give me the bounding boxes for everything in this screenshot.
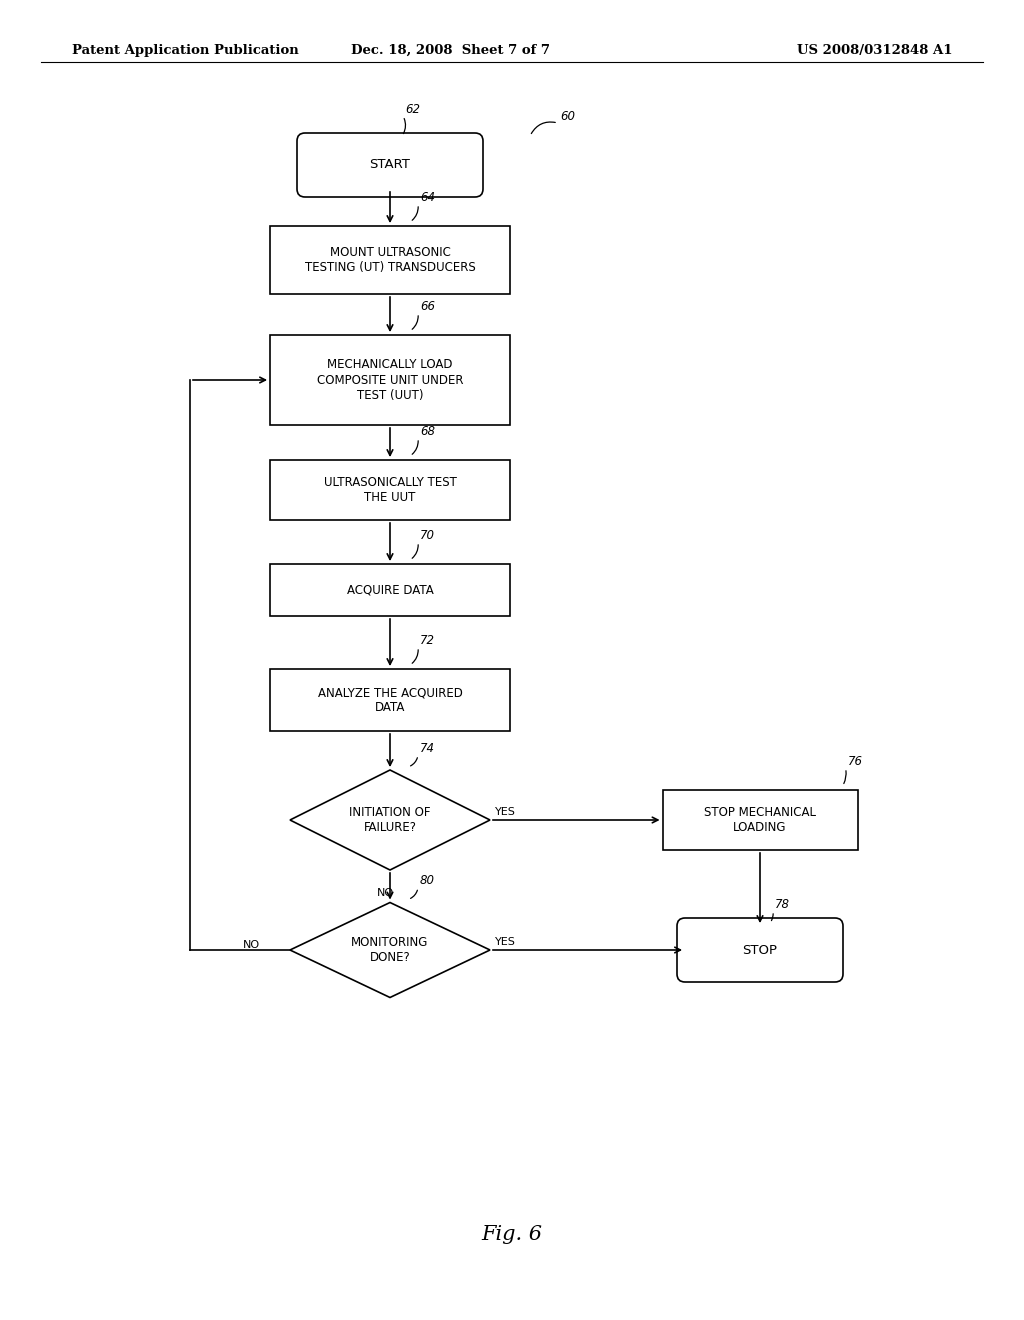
FancyArrowPatch shape [413, 207, 418, 220]
FancyArrowPatch shape [411, 758, 418, 766]
FancyArrowPatch shape [844, 771, 846, 784]
Text: STOP: STOP [742, 944, 777, 957]
Bar [270, 669, 510, 731]
Text: NO: NO [243, 940, 260, 950]
Text: START: START [370, 158, 411, 172]
Text: Fig. 6: Fig. 6 [481, 1225, 543, 1245]
Text: 76: 76 [848, 755, 862, 768]
Text: 60: 60 [560, 110, 575, 123]
Text: Patent Application Publication: Patent Application Publication [72, 44, 298, 57]
Text: YES: YES [495, 937, 516, 946]
Text: ULTRASONICALLY TEST
THE UUT: ULTRASONICALLY TEST THE UUT [324, 477, 457, 504]
Text: US 2008/0312848 A1: US 2008/0312848 A1 [797, 44, 952, 57]
Text: Dec. 18, 2008  Sheet 7 of 7: Dec. 18, 2008 Sheet 7 of 7 [351, 44, 550, 57]
Text: MOUNT ULTRASONIC
TESTING (UT) TRANSDUCERS: MOUNT ULTRASONIC TESTING (UT) TRANSDUCER… [304, 246, 475, 275]
Polygon shape [290, 903, 490, 998]
Text: 62: 62 [406, 103, 420, 116]
FancyArrowPatch shape [413, 315, 418, 329]
Text: STOP MECHANICAL
LOADING: STOP MECHANICAL LOADING [705, 807, 816, 834]
Bar [270, 564, 510, 616]
FancyBboxPatch shape [677, 917, 843, 982]
Text: 64: 64 [420, 191, 435, 205]
FancyArrowPatch shape [403, 119, 406, 133]
Text: 80: 80 [420, 874, 435, 887]
FancyArrowPatch shape [411, 890, 418, 899]
FancyArrowPatch shape [413, 649, 418, 663]
Bar [663, 789, 857, 850]
Text: 78: 78 [775, 898, 790, 911]
Bar [270, 335, 510, 425]
Text: NO: NO [377, 888, 393, 898]
Text: ACQUIRE DATA: ACQUIRE DATA [347, 583, 433, 597]
Text: MONITORING
DONE?: MONITORING DONE? [351, 936, 429, 964]
Text: 66: 66 [420, 300, 435, 313]
FancyArrowPatch shape [771, 913, 773, 920]
FancyBboxPatch shape [297, 133, 483, 197]
Bar [270, 459, 510, 520]
Text: 74: 74 [420, 742, 435, 755]
Text: MECHANICALLY LOAD
COMPOSITE UNIT UNDER
TEST (UUT): MECHANICALLY LOAD COMPOSITE UNIT UNDER T… [316, 359, 463, 401]
FancyArrowPatch shape [413, 545, 418, 558]
Text: 68: 68 [420, 425, 435, 438]
Text: 70: 70 [420, 529, 435, 543]
Bar [270, 226, 510, 294]
FancyArrowPatch shape [413, 441, 418, 454]
Text: YES: YES [495, 807, 516, 817]
FancyArrowPatch shape [531, 121, 555, 133]
Polygon shape [290, 770, 490, 870]
Text: 72: 72 [420, 634, 435, 647]
Text: INITIATION OF
FAILURE?: INITIATION OF FAILURE? [349, 807, 431, 834]
Text: ANALYZE THE ACQUIRED
DATA: ANALYZE THE ACQUIRED DATA [317, 686, 463, 714]
